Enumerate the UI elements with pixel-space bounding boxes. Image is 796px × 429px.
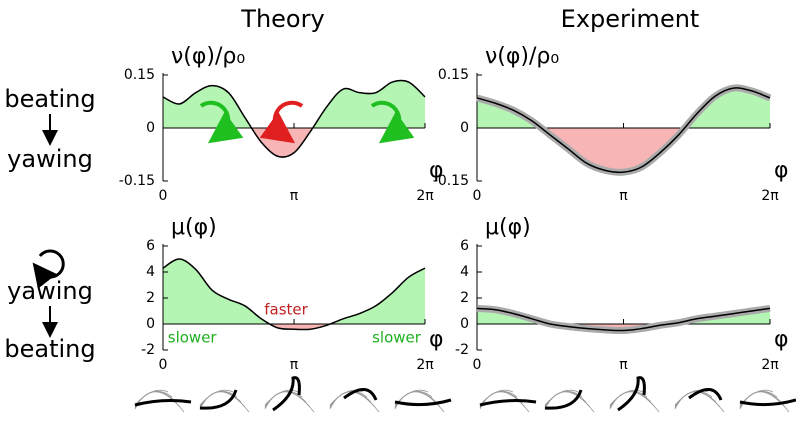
annotation: slower	[168, 329, 218, 347]
y-tick-label: 2	[460, 290, 469, 306]
sketch-cilium	[688, 388, 723, 401]
x-tick-label: π	[619, 188, 628, 204]
y-tick-label: 4	[460, 264, 469, 280]
curve	[476, 307, 771, 332]
x-axis-label: φ	[774, 158, 789, 183]
y-tick-label: 0	[146, 316, 155, 332]
y-axis-label: ν(φ)/ρ₀	[485, 44, 559, 69]
annotation: faster	[264, 301, 308, 319]
rotation-arrow	[370, 100, 415, 144]
y-tick-label: 6	[460, 238, 469, 254]
negative-area	[477, 128, 770, 173]
row-label: beating	[4, 335, 95, 363]
x-tick-label: π	[619, 357, 628, 373]
curve	[476, 87, 771, 174]
y-tick-label: 0	[460, 120, 469, 136]
x-axis-label: φ	[774, 327, 789, 352]
y-tick-label: -2	[141, 342, 155, 358]
sketch-cilium	[394, 398, 452, 407]
y-tick-label: 0	[146, 120, 155, 136]
x-tick-label: 0	[159, 357, 168, 373]
y-tick-label: -0.15	[119, 173, 155, 189]
x-tick-label: 2π	[416, 357, 434, 373]
sketch-cilium	[617, 376, 646, 412]
rotation-icon	[32, 249, 65, 289]
sketch-cilium	[199, 389, 238, 410]
annotation: slower	[372, 329, 422, 347]
sketch-cilium	[134, 399, 192, 407]
sketch-line	[264, 390, 303, 407]
y-tick-label: 4	[146, 264, 155, 280]
row-label: yawing	[7, 277, 93, 305]
curve	[162, 79, 426, 158]
y-axis-label: μ(φ)	[485, 215, 531, 240]
x-tick-label: π	[290, 188, 299, 204]
sketch-line	[609, 391, 660, 413]
x-tick-label: π	[290, 357, 299, 373]
cilium-sketches	[134, 376, 796, 413]
x-tick-label: 2π	[761, 357, 779, 373]
sketch-cilium	[343, 388, 378, 401]
sketch-cilium	[479, 399, 537, 407]
sketch-line	[199, 391, 250, 413]
y-tick-label: 0	[460, 316, 469, 332]
sketch-cilium	[272, 376, 301, 412]
x-axis-label: φ	[429, 327, 444, 352]
y-tick-label: 0.15	[438, 67, 469, 83]
y-tick-label: 0.15	[124, 67, 155, 83]
row-label: yawing	[7, 145, 93, 173]
curve	[162, 258, 426, 331]
y-tick-label: 2	[146, 290, 155, 306]
y-tick-label: -0.15	[433, 173, 469, 189]
y-tick-label: -2	[455, 342, 469, 358]
sketch-cilium	[739, 398, 796, 407]
negative-area	[163, 324, 425, 330]
x-tick-label: 2π	[761, 188, 779, 204]
sketch-line	[544, 391, 595, 413]
x-tick-label: 0	[473, 357, 482, 373]
rotation-arrow	[259, 100, 304, 144]
y-tick-label: 6	[146, 238, 155, 254]
sketch-cilium	[544, 389, 583, 410]
x-axis-label: φ	[429, 158, 444, 183]
x-tick-label: 0	[159, 188, 168, 204]
x-tick-label: 0	[473, 188, 482, 204]
y-axis-label: ν(φ)/ρ₀	[171, 44, 245, 69]
x-tick-label: 2π	[416, 188, 434, 204]
row-label: beating	[4, 85, 95, 113]
y-axis-label: μ(φ)	[171, 215, 217, 240]
column-title: Theory	[240, 5, 324, 33]
positive-area	[163, 258, 425, 324]
rotation-arrow	[199, 100, 244, 144]
column-title: Experiment	[561, 5, 700, 33]
sketch-line	[264, 391, 315, 413]
sketch-line	[609, 390, 648, 407]
